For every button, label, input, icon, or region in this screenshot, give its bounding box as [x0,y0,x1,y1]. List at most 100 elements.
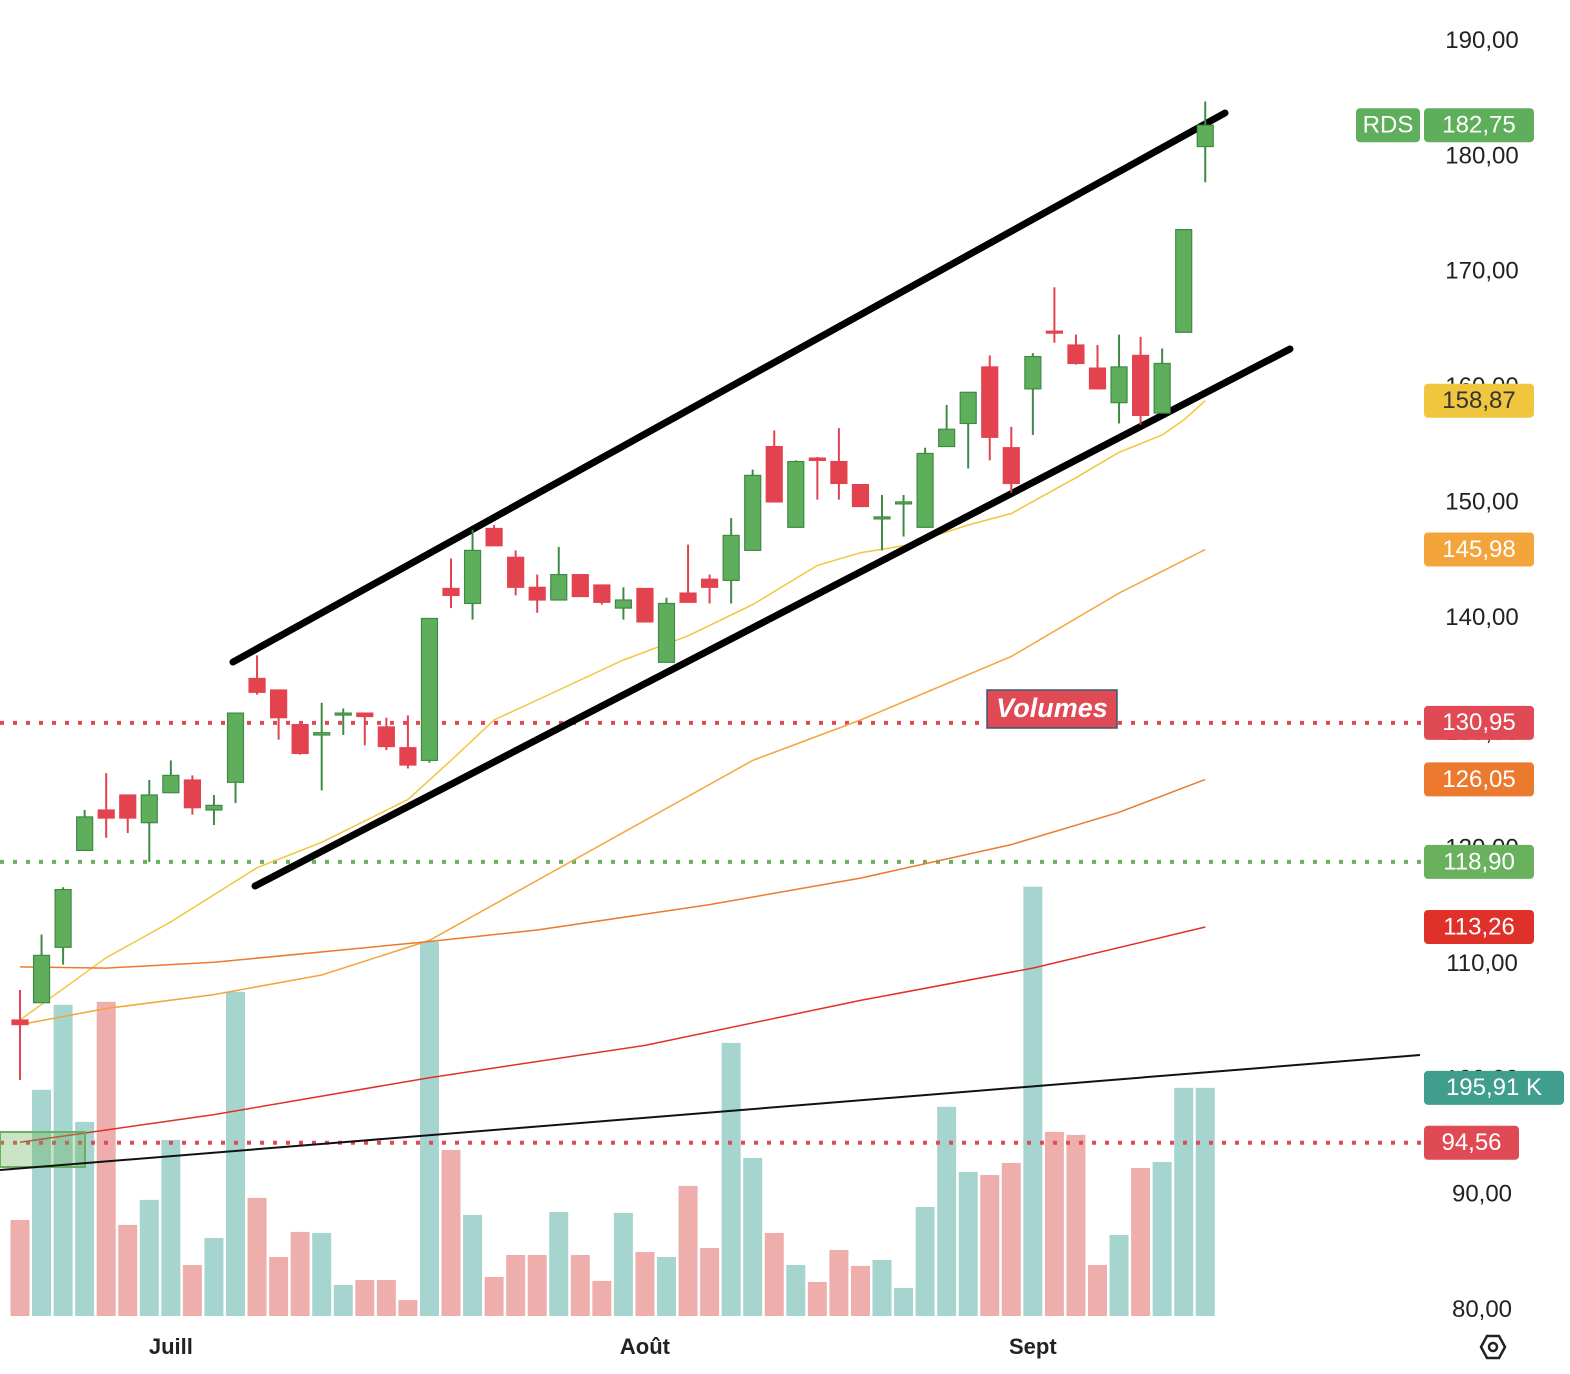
volume-bar [980,1174,1000,1316]
moving-average [19,778,1206,969]
volume-bar [1023,886,1043,1316]
candle-body [808,457,826,461]
candle-body [1153,362,1171,414]
volume-bar [1131,1167,1151,1316]
candle-body [830,460,848,485]
candle-body [571,574,589,598]
price-badge-label: 145,98 [1442,536,1515,563]
volume-bar [894,1287,914,1316]
price-badge [1424,383,1534,418]
volume-bar [139,1199,159,1316]
y-tick-label: 140,00 [1445,604,1518,631]
candle-body [959,391,977,425]
candle-body [1045,330,1064,334]
symbol-label: RDS [1363,112,1414,139]
volume-bar [700,1247,720,1316]
candle-body [463,549,482,605]
icon-hexagon[interactable] [1479,1334,1507,1360]
price-badge-label: 94,56 [1441,1129,1501,1156]
candle-body [722,534,740,581]
price-badge [1424,762,1534,797]
price-badge-label: 126,05 [1442,766,1515,793]
volume-bar [1066,1134,1086,1316]
volume-bar [549,1212,569,1316]
candle-body [1175,229,1193,333]
price-badge [1424,1070,1564,1105]
volume-label-box [986,689,1118,729]
volume-bar [376,1280,396,1316]
volume-bar [872,1259,892,1316]
volume-bar [161,1139,181,1316]
moving-average [19,400,1206,1021]
volume-bar [1174,1087,1194,1316]
candle-body [851,484,870,508]
volume-bar [635,1251,655,1316]
candle-body [593,584,611,603]
y-tick-label: 170,00 [1445,258,1518,285]
candle-body [614,599,633,609]
candle-body [981,366,999,438]
volume-bar [1109,1234,1129,1316]
candle-body [507,556,525,588]
volume-bar [333,1285,353,1316]
volume-label: Volumes [996,693,1108,723]
axis-layer: JuillAoûtSept190,00180,00170,00160,00150… [149,27,1564,1359]
candle-body [894,501,913,505]
icon-circle[interactable] [1487,1341,1499,1353]
y-tick-label: 190,00 [1445,27,1518,54]
volume-bar [1152,1161,1172,1316]
candle-body [248,677,266,693]
volume-bar [484,1276,504,1316]
trend-line [0,1054,1421,1171]
y-tick-label: 110,00 [1446,950,1518,977]
volume-bar [118,1224,138,1316]
volume-bar [915,1206,935,1316]
volume-bar [226,991,245,1316]
x-tick-label: Juill [149,1334,193,1359]
volume-bar [269,1256,289,1316]
volume-bar [204,1237,224,1316]
volume-layer [10,886,1215,1316]
price-badge-label: 182,75 [1442,112,1515,139]
candle-body [226,712,245,783]
price-badge-label: 195,91 K [1446,1074,1542,1101]
volume-bar [570,1254,590,1316]
price-badge-label: 130,95 [1442,709,1515,736]
price-badge-label: 113,26 [1443,913,1515,940]
ma-layer [19,400,1206,1144]
candle-body [162,774,180,794]
x-tick-label: Août [620,1334,671,1359]
volume-bar [657,1256,676,1316]
candle-body [205,804,223,811]
candle-body [938,428,956,448]
candle-body [54,889,72,948]
candle-body [183,779,201,809]
y-tick-label: 80,00 [1452,1296,1512,1323]
candle-body [1110,366,1128,404]
volume-bar [463,1214,483,1316]
settings-icon[interactable] [1479,1334,1507,1360]
symbol-badge [1356,108,1420,143]
candle-body [1024,355,1042,390]
candle-body [140,794,158,824]
candle-body [528,586,546,601]
volume-bar [850,1265,870,1316]
volume-bar [613,1212,633,1316]
drawn-box [0,1131,86,1168]
candle-body [485,527,503,547]
volume-bar [53,1004,73,1316]
candle-body [550,574,568,601]
y-tick-label: 180,00 [1445,142,1518,169]
volume-bar [592,1280,612,1316]
price-badge [1424,705,1534,740]
candle-body [32,954,51,1004]
moving-average [19,926,1206,1144]
candle-body [657,602,676,663]
volume-bar [75,1121,95,1316]
candle-body [873,516,891,520]
volume-bar [182,1264,202,1316]
volume-bar [527,1254,547,1316]
volume-bar [764,1232,784,1316]
candle-body [334,712,352,716]
volume-bar [1088,1264,1107,1316]
